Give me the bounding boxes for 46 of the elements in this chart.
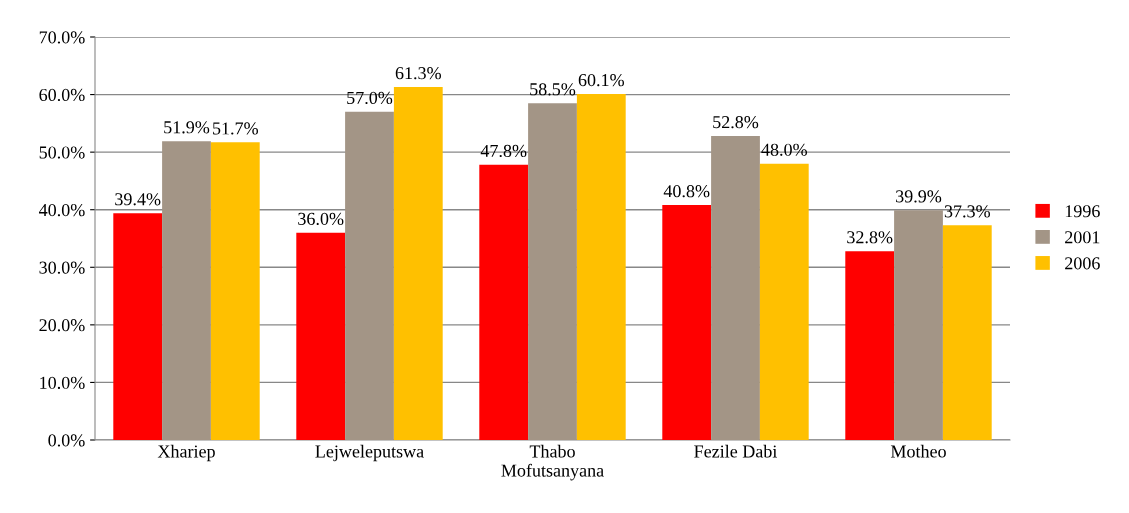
y-tick-label: 0.0% (48, 434, 85, 447)
x-tick-label: Motheo (890, 444, 946, 458)
bar (345, 111, 394, 440)
data-label: 61.3% (395, 67, 441, 80)
y-tick-label: 20.0% (39, 319, 85, 332)
x-tick-label: Thabo Mofutsanyana (501, 444, 604, 481)
bar (296, 232, 346, 440)
x-tick-label: Fezile Dabi (694, 444, 778, 458)
bar (942, 225, 992, 440)
legend-label: 2001 (1065, 231, 1100, 244)
y-tick-label: 40.0% (38, 203, 85, 217)
data-label: 37.3% (944, 205, 990, 218)
data-label: 39.9% (896, 190, 942, 203)
x-tick-label: Xhariep (157, 444, 215, 462)
bar (113, 213, 163, 440)
y-tick-label: 70.0% (39, 31, 85, 44)
data-label: 40.8% (663, 185, 710, 198)
data-label: 51.7% (213, 122, 258, 135)
data-label: 39.4% (115, 193, 161, 206)
y-tick-label: 10.0% (40, 376, 85, 389)
data-label: 60.1% (578, 73, 624, 87)
bar (759, 163, 809, 440)
data-label: 58.5% (530, 83, 576, 96)
bar (528, 103, 577, 440)
data-label: 32.8% (847, 231, 893, 244)
data-label: 48.0% (761, 143, 807, 156)
data-label: 52.8% (713, 116, 759, 129)
y-tick-label: 50.0% (39, 146, 85, 159)
y-tick-label: 30.0% (39, 261, 85, 274)
data-label: 57.0% (347, 91, 393, 105)
data-label: 47.8% (480, 144, 527, 158)
y-tick-label: 60.0% (39, 88, 85, 102)
bar (210, 142, 260, 440)
bar (393, 87, 443, 440)
data-label: 51.9% (164, 121, 210, 134)
bar (845, 251, 895, 440)
legend-label: 1996 (1065, 205, 1100, 218)
bar (894, 210, 943, 440)
bar (662, 205, 712, 440)
x-tick-label: Lejweleputswa (315, 444, 424, 462)
bar (576, 94, 626, 440)
legend-label: 2006 (1065, 257, 1100, 270)
bar (162, 141, 211, 440)
bar (479, 164, 529, 440)
data-label: 36.0% (298, 212, 344, 225)
bar (711, 136, 760, 440)
